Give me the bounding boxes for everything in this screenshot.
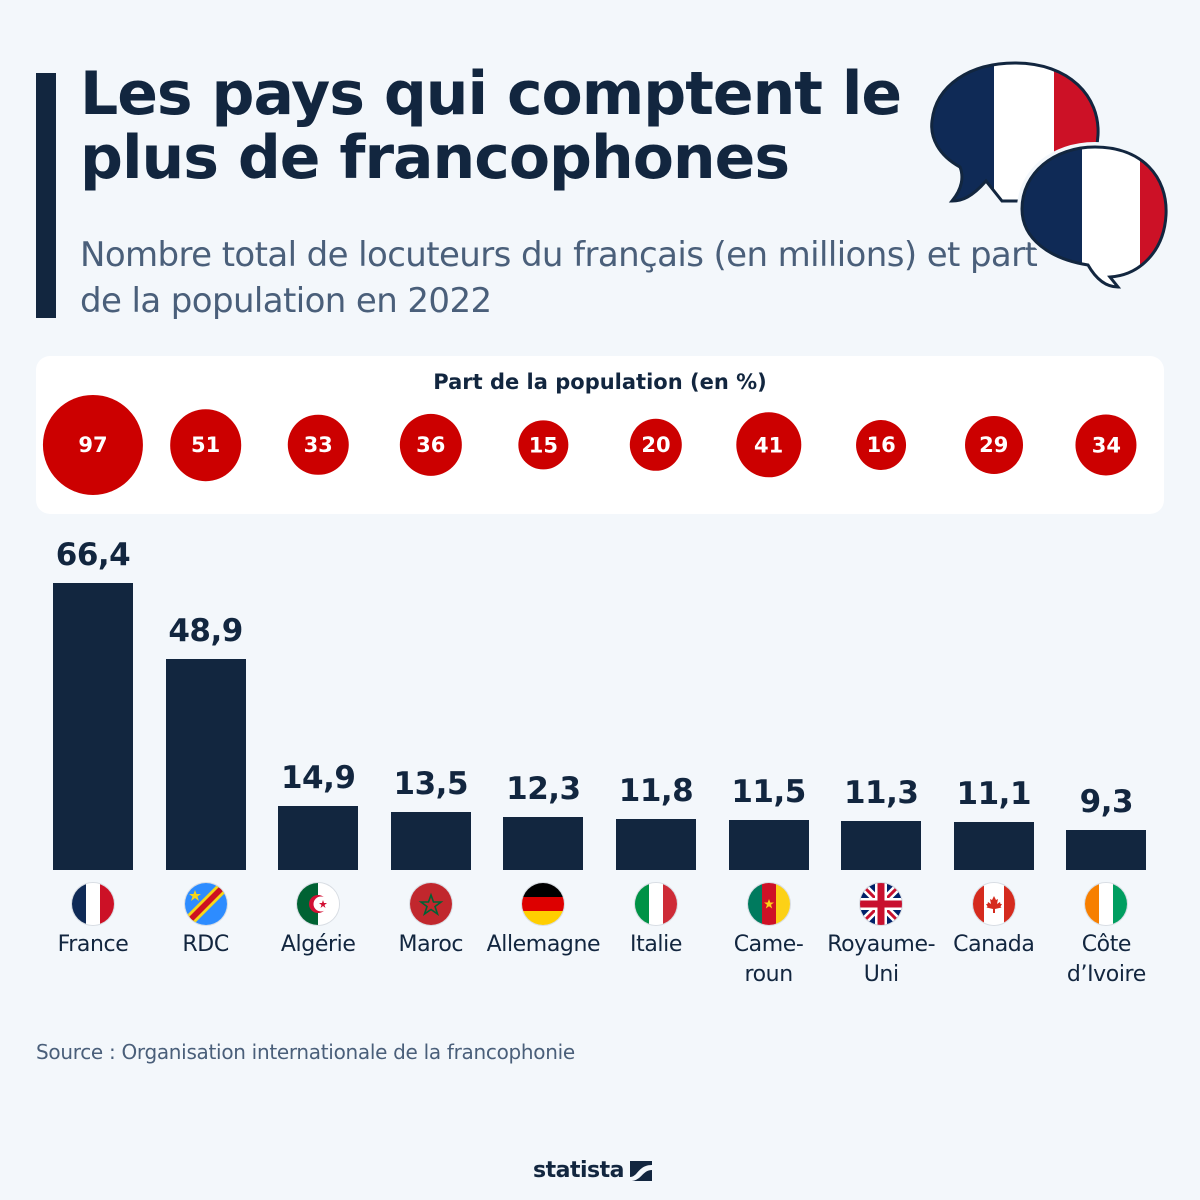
category-label: Canada [953, 932, 1035, 957]
category-label: Algérie [280, 932, 356, 957]
population-share-title: Part de la population (en %) [433, 370, 767, 394]
population-share-circle: 20 [629, 418, 683, 472]
bar [503, 816, 584, 870]
category-label: Italie [630, 932, 682, 957]
drc-flag-icon [184, 883, 227, 925]
bar [841, 821, 922, 870]
statista-logo-icon [629, 1160, 652, 1181]
germany-flag-icon [522, 883, 565, 925]
bar [728, 820, 809, 870]
bar-value-label: 13,5 [393, 765, 469, 802]
france-flag-icon [72, 883, 114, 925]
bar [1066, 829, 1147, 870]
population-share-circle: 15 [518, 420, 569, 470]
title-accent-bar [36, 73, 56, 318]
bar [53, 583, 133, 870]
population-share-circle: 36 [399, 413, 462, 477]
bar-value-label: 12,3 [506, 770, 581, 807]
population-share-circle: 97 [42, 394, 144, 496]
bar-value-label: 11,1 [956, 776, 1032, 813]
bar-value-label: 11,3 [843, 775, 919, 812]
bar [616, 818, 696, 870]
population-share-circle: 29 [964, 416, 1023, 474]
bar-value-label: 48,9 [168, 612, 243, 649]
population-share-circle: 16 [856, 420, 907, 470]
population-share-circle: 51 [169, 409, 242, 481]
chart-title: Les pays qui comptent le plus de francop… [80, 59, 902, 193]
bar [390, 811, 471, 870]
uk-flag-icon [860, 883, 903, 925]
bar [278, 805, 359, 870]
italy-flag-icon [635, 883, 677, 925]
cameroon-flag-icon [747, 883, 790, 925]
category-label: Came- roun [733, 932, 804, 987]
category-label: France [57, 932, 129, 957]
statista-logo-text: statista [533, 1158, 624, 1183]
french-speech-bubbles-icon [930, 61, 1172, 293]
canada-flag-icon [972, 883, 1015, 925]
statista-logo: statista [533, 1158, 652, 1183]
category-label: Maroc [398, 932, 464, 957]
category-label: Royaume- Uni [827, 932, 936, 987]
category-label: Allemagne [486, 932, 601, 957]
bar [953, 822, 1034, 870]
bar-value-label: 11,5 [731, 774, 806, 811]
chart-subtitle: Nombre total de locuteurs du français (e… [80, 235, 1038, 321]
bar [165, 658, 246, 870]
population-share-circle: 41 [735, 412, 802, 478]
bar-value-label: 66,4 [55, 537, 131, 573]
population-share-circle: 33 [287, 414, 349, 476]
algeria-flag-icon [297, 883, 340, 925]
bar-value-label: 9,3 [1079, 783, 1134, 820]
morocco-flag-icon [409, 883, 452, 925]
category-label: Côte d’Ivoire [1066, 932, 1146, 987]
category-label: RDC [182, 932, 229, 957]
population-share-circle: 34 [1075, 414, 1137, 476]
bar-value-label: 11,8 [618, 772, 694, 809]
source-note: Source : Organisation internationale de … [36, 1040, 575, 1064]
bar-value-label: 14,9 [280, 759, 356, 796]
ivory-coast-flag-icon [1085, 883, 1128, 925]
